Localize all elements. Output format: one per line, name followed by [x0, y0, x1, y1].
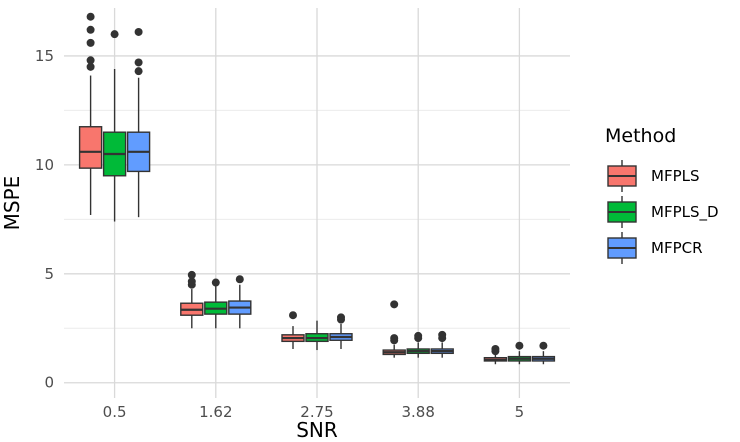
outlier-point	[390, 334, 399, 343]
legend-item-MFPLS_D: MFPLS_D	[607, 196, 719, 228]
x-tick-label: 2.75	[300, 403, 333, 421]
box-MFPLS-5	[483, 344, 508, 365]
y-tick-label: 10	[35, 156, 54, 174]
box-MFPLS_D-0.5	[102, 30, 127, 222]
outlier-point	[515, 341, 524, 350]
legend-label: MFPLS	[651, 167, 700, 185]
outlier-point	[86, 56, 95, 65]
x-tick-label: 5	[515, 403, 525, 421]
legend-item-MFPLS: MFPLS	[607, 160, 700, 192]
outlier-point	[211, 278, 220, 287]
legend-label: MFPCR	[651, 239, 703, 257]
outlier-point	[390, 300, 399, 309]
outlier-point	[86, 25, 95, 34]
legend: Method MFPLS MFPLS_D MFPCR	[605, 125, 719, 264]
box-MFPCR-2.75	[329, 313, 353, 349]
x-tick-label: 1.62	[199, 403, 232, 421]
y-tick-label: 15	[35, 47, 54, 65]
outlier-point	[187, 270, 196, 279]
outlier-point	[110, 30, 119, 39]
outlier-point	[235, 275, 244, 284]
outlier-point	[187, 277, 196, 286]
legend-label: MFPLS_D	[651, 203, 719, 222]
outlier-point	[86, 12, 95, 21]
box-MFPLS-1.62	[180, 270, 204, 329]
box-MFPCR-1.62	[228, 275, 252, 329]
x-axis: 0.5 1.62 2.75 3.88 5	[103, 403, 525, 421]
outlier-point	[134, 67, 143, 76]
legend-title: Method	[605, 125, 676, 147]
box-body	[78, 126, 103, 169]
box-MFPCR-5	[531, 341, 556, 365]
y-axis: 0 5 10 15	[35, 47, 54, 392]
box-MFPLS_D-2.75	[305, 320, 329, 351]
outlier-point	[86, 62, 95, 71]
box-MFPLS-0.5	[78, 12, 103, 215]
x-axis-title: SNR	[296, 418, 338, 442]
outlier-point	[289, 311, 297, 320]
outlier-point	[337, 313, 345, 322]
y-tick-label: 5	[44, 265, 54, 283]
box-MFPCR-0.5	[126, 27, 151, 218]
outlier-point	[539, 341, 548, 350]
box-MFPLS_D-1.62	[204, 278, 228, 329]
outlier-point	[134, 58, 143, 67]
box-series	[78, 12, 556, 365]
y-tick-label: 0	[44, 374, 54, 392]
box-MFPCR-3.88	[430, 330, 454, 358]
outlier-point	[414, 331, 423, 340]
box-MFPLS-2.75	[281, 311, 305, 349]
box-MFPLS-3.88	[382, 300, 406, 358]
box-MFPLS_D-5	[507, 341, 532, 365]
outlier-point	[86, 38, 95, 47]
box-MFPLS_D-3.88	[406, 331, 430, 358]
y-axis-title: MSPE	[0, 176, 24, 231]
outlier-point	[438, 330, 447, 339]
outlier-point	[491, 344, 500, 353]
x-tick-label: 0.5	[103, 403, 127, 421]
legend-item-MFPCR: MFPCR	[607, 232, 703, 264]
outlier-point	[134, 27, 143, 36]
x-tick-label: 3.88	[401, 403, 434, 421]
